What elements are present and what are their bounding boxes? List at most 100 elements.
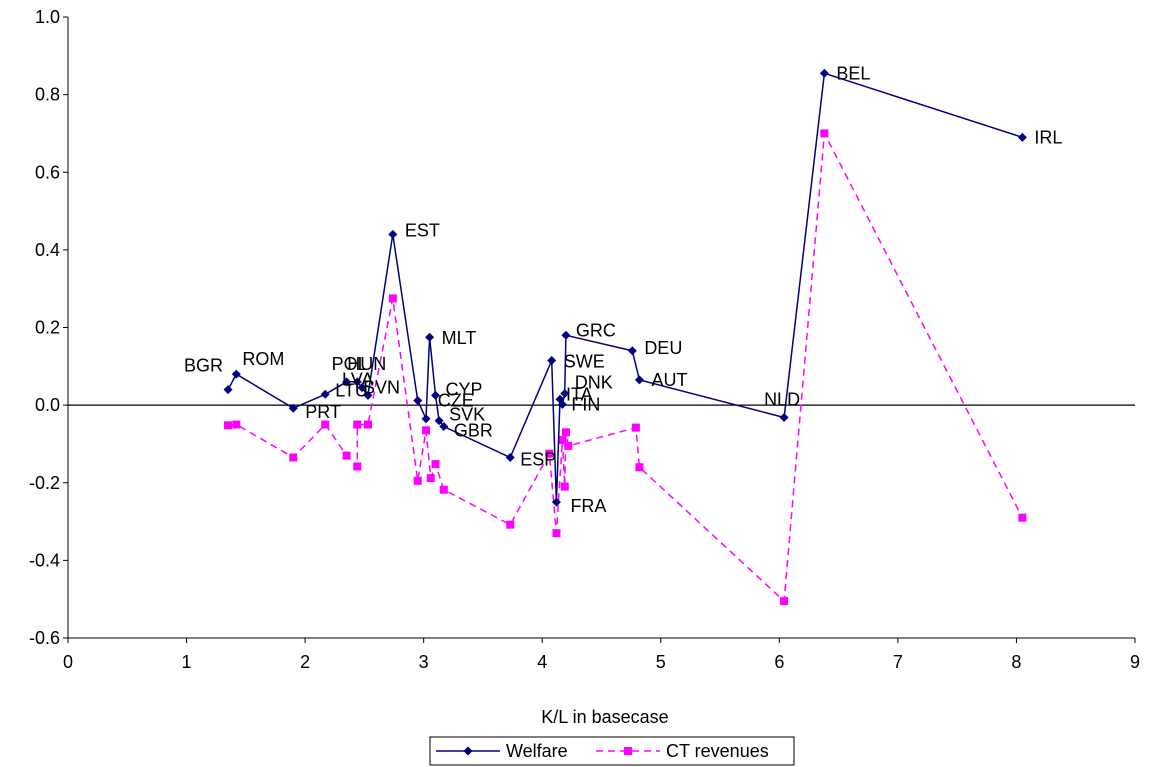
welfare-point xyxy=(352,377,362,387)
welfare-point xyxy=(547,355,557,365)
ct-revenues-point xyxy=(388,294,397,303)
x-tick-label: 5 xyxy=(656,652,666,672)
welfare-point xyxy=(288,403,298,413)
welfare-point xyxy=(413,395,423,405)
point-label-rom: ROM xyxy=(242,349,284,369)
welfare-point xyxy=(439,421,449,431)
ct-revenues-point xyxy=(561,428,570,437)
ct-revenues-point xyxy=(363,420,372,429)
ct-revenues-point xyxy=(426,474,435,483)
point-label-fin: FIN xyxy=(571,394,600,414)
point-label-hun: HUN xyxy=(347,354,386,374)
welfare-point xyxy=(320,389,330,399)
welfare-point xyxy=(357,383,367,393)
welfare-point xyxy=(431,390,441,400)
welfare-point xyxy=(634,375,644,385)
x-tick-label: 9 xyxy=(1130,652,1140,672)
welfare-point xyxy=(425,332,435,342)
x-tick-label: 0 xyxy=(63,652,73,672)
ct-revenues-point xyxy=(224,421,233,430)
y-tick-label: -0.2 xyxy=(29,473,60,493)
welfare-point xyxy=(627,346,637,356)
y-tick-label: 0.2 xyxy=(35,318,60,338)
point-label-gbr: GBR xyxy=(454,420,493,440)
point-label-ltu: LTU xyxy=(335,380,368,400)
point-label-ita: ITA xyxy=(566,384,593,404)
welfare-point xyxy=(819,68,829,78)
welfare-point xyxy=(363,390,373,400)
ct-revenues-point xyxy=(342,451,351,460)
point-label-dnk: DNK xyxy=(575,372,613,392)
point-label-nld: NLD xyxy=(764,390,800,410)
point-label-aut: AUT xyxy=(651,370,687,390)
welfare-point xyxy=(551,497,561,507)
ct-revenues-point xyxy=(506,520,515,529)
ct-revenues-point xyxy=(558,436,567,445)
y-tick-label: 0.0 xyxy=(35,395,60,415)
point-label-grc: GRC xyxy=(576,320,616,340)
point-label-cyp: CYP xyxy=(446,379,483,399)
ct-revenues-point xyxy=(560,482,569,491)
point-label-pol: POL xyxy=(332,354,368,374)
welfare-point xyxy=(231,369,241,379)
x-tick-label: 8 xyxy=(1011,652,1021,672)
ct-revenues-point xyxy=(564,441,573,450)
ct-revenues-point xyxy=(545,449,554,458)
legend-ct-revenues-label: CT revenues xyxy=(666,741,769,761)
point-label-swe: SWE xyxy=(564,351,605,371)
ct-revenues-point xyxy=(353,420,362,429)
ct-revenues-point xyxy=(232,420,241,429)
welfare-point xyxy=(779,413,789,423)
welfare-point xyxy=(1017,132,1027,142)
x-axis-title: K/L in basecase xyxy=(541,707,668,727)
welfare-point xyxy=(434,416,444,426)
ct-revenues-point xyxy=(353,462,362,471)
point-label-mlt: MLT xyxy=(442,328,477,348)
legend-ct-revenues-marker xyxy=(624,747,632,755)
point-label-est: EST xyxy=(405,220,440,240)
ct-revenues-point xyxy=(631,423,640,432)
x-tick-label: 3 xyxy=(419,652,429,672)
legend: Welfare CT revenues xyxy=(429,736,795,766)
ct-revenues-point xyxy=(321,420,330,429)
x-tick-label: 2 xyxy=(300,652,310,672)
point-label-fra: FRA xyxy=(570,496,606,516)
point-label-cze: CZE xyxy=(438,390,474,410)
ct-revenues-point xyxy=(635,463,644,472)
legend-welfare-marker xyxy=(463,746,473,756)
y-tick-label: 1.0 xyxy=(35,7,60,27)
x-tick-label: 4 xyxy=(537,652,547,672)
point-label-irl: IRL xyxy=(1034,127,1062,147)
ct-revenues-point xyxy=(780,597,789,606)
x-tick-label: 1 xyxy=(182,652,192,672)
ct-revenues-point xyxy=(431,460,440,469)
ct-revenues-point xyxy=(552,529,561,538)
welfare-point xyxy=(557,399,567,409)
point-label-prt: PRT xyxy=(305,402,341,422)
point-label-bgr: BGR xyxy=(184,356,223,376)
ct-revenues-point xyxy=(413,476,422,485)
point-label-svn: SVN xyxy=(363,377,400,397)
welfare-point xyxy=(223,385,233,395)
ct-revenues-point xyxy=(439,485,448,494)
y-tick-label: -0.6 xyxy=(29,628,60,648)
x-tick-label: 7 xyxy=(893,652,903,672)
point-label-bel: BEL xyxy=(836,63,870,83)
welfare-point xyxy=(561,330,571,340)
y-tick-label: 0.4 xyxy=(35,240,60,260)
welfare-point xyxy=(388,229,398,239)
welfare-point xyxy=(505,453,515,463)
point-label-esp: ESP xyxy=(520,450,556,470)
welfare-point xyxy=(421,414,431,424)
ct-revenues-point xyxy=(1018,513,1027,522)
y-tick-label: 0.8 xyxy=(35,85,60,105)
welfare-point xyxy=(560,388,570,398)
series-line-welfare xyxy=(227,72,1023,503)
welfare-point xyxy=(342,377,352,387)
legend-welfare-label: Welfare xyxy=(506,741,568,761)
y-tick-label: 0.6 xyxy=(35,162,60,182)
ct-revenues-point xyxy=(422,426,431,435)
point-label-svk: SVK xyxy=(449,405,485,425)
